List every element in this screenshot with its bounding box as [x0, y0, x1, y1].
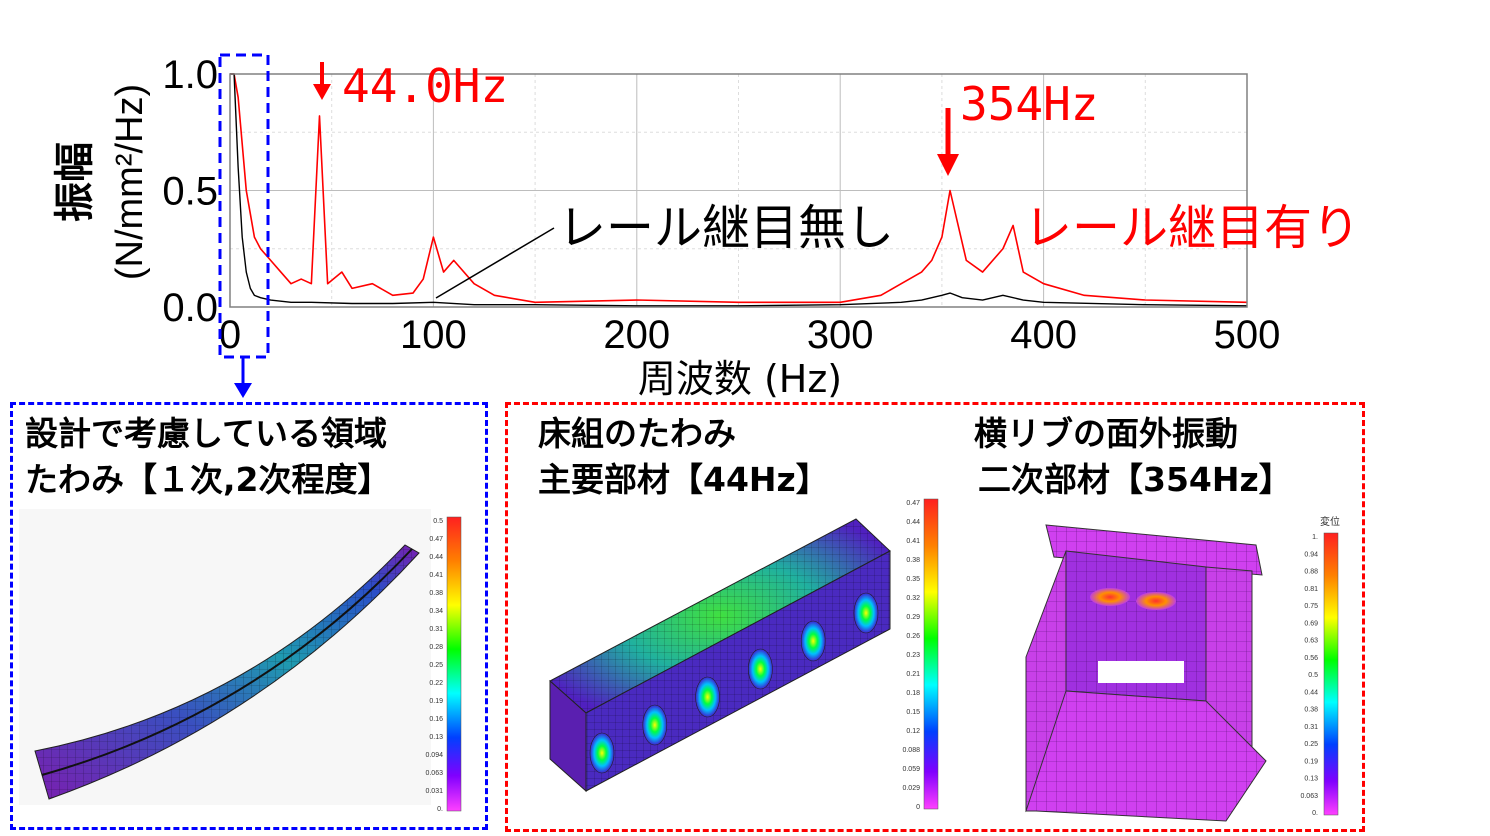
colorbar-tick-label: 0.34 [429, 608, 443, 615]
colorbar-tick-label: 0.5 [1308, 672, 1318, 679]
colorbar-tick-label: 0.031 [425, 788, 443, 795]
colorbar-tick-label: 0.25 [1304, 741, 1318, 748]
series-label-jointed: レール継目有り [1024, 200, 1360, 256]
panel-title-line1: 設計で考慮している領域 [25, 414, 388, 453]
x-tick-label: 400 [1010, 313, 1077, 357]
web-bulge [853, 592, 879, 634]
colorbar-tick-label: 0.32 [906, 595, 920, 602]
y-tick-label: 0.5 [162, 170, 218, 214]
annotation-354hz-label: 354Hz [960, 77, 1098, 131]
series-line-1 [230, 73, 1248, 307]
design-range-panel: 設計で考慮している領域 たわみ【１次,2次程度】 [10, 402, 488, 830]
colorbar-tick-label: 0.21 [906, 671, 920, 678]
web-bulge [642, 704, 668, 746]
colorbar-tick-label: 0.29 [906, 614, 920, 621]
girder-deflection-figure: 0.5 0.47 0.44 0.41 0.38 0.34 0.31 0.28 0.25 0.22 0… [19, 509, 462, 813]
colorbar-tick-label: 0. [437, 806, 443, 813]
spectrum-chart: 0 100 200 300 400 500 0.0 0.5 1.0 振幅 (N/mm²/Hz)… [52, 53, 1360, 400]
colorbar-tick-label: 0.38 [429, 590, 443, 597]
web-bulge [800, 620, 826, 662]
down-arrow-icon [313, 84, 331, 100]
down-arrow-icon [937, 154, 959, 176]
colorbar-tick-label: 0.12 [906, 728, 920, 735]
colorbar-tick-label: 0.13 [1304, 776, 1318, 783]
colorbar-tick-label: 0.31 [429, 626, 443, 633]
y-tick-label: 0.0 [162, 286, 218, 330]
web-bulge [748, 648, 773, 690]
colorbar-tick-label: 0.063 [425, 770, 443, 777]
x-tick-label: 100 [400, 313, 467, 357]
colorbar-tick-label: 0.94 [1304, 551, 1318, 558]
series-label-leader-line [435, 227, 555, 299]
down-arrow-icon [234, 383, 252, 398]
colorbar-tick-label: 0.094 [425, 752, 443, 759]
colorbar-tick-label: 0.38 [1304, 707, 1318, 714]
panel-title-middle-line2: 主要部材【44Hz】 [538, 460, 829, 499]
x-tick-labels: 0 100 200 300 400 500 [219, 313, 1281, 357]
colorbar-tick-label: 1. [1312, 534, 1318, 541]
panel-title-middle-line1: 床組のたわみ [538, 414, 736, 453]
colorbar-tick-label: 0.19 [429, 698, 443, 705]
x-tick-label: 200 [603, 313, 670, 357]
colorbar-tick-label: 0.41 [429, 572, 443, 579]
plot-frame [229, 73, 1248, 308]
colorbar-tick-label: 0.69 [1304, 620, 1318, 627]
x-tick-label: 0 [219, 313, 241, 357]
y-tick-labels: 0.0 0.5 1.0 [162, 53, 218, 330]
low-frequency-highlight-box [218, 53, 270, 359]
colorbar-tick-label: 0.13 [429, 734, 443, 741]
x-tick-label: 500 [1214, 313, 1281, 357]
colorbar-tick-label: 0.25 [429, 662, 443, 669]
y-axis-label-main: 振幅 [52, 142, 98, 222]
panel-title-line2: たわみ【１次,2次程度】 [25, 460, 391, 499]
colorbar-title: 変位 [1320, 515, 1340, 528]
floor-system-mode-figure: 0.47 0.44 0.41 0.38 0.35 0.32 0.29 0.26 0.23 0.21… [549, 498, 939, 811]
colorbar-tick-label: 0.75 [1304, 603, 1318, 610]
colorbar-tick-label: 0.029 [902, 785, 920, 792]
colorbar-tick-label: 0.47 [906, 500, 920, 507]
y-axis-label-unit: (N/mm²/Hz) [109, 84, 151, 280]
colorbar-tick-label: 0.15 [906, 709, 920, 716]
colorbar-tick-label: 0. [1312, 810, 1318, 817]
panel-title-right-line1: 横リブの面外振動 [974, 414, 1238, 453]
colorbar-tick-label: 0.063 [1300, 793, 1318, 800]
colorbar-tick-label: 0 [916, 804, 920, 811]
colorbar-tick-label: 0.18 [906, 690, 920, 697]
colorbar-tick-label: 0.47 [429, 536, 443, 543]
colorbar-tick-label: 0.088 [902, 747, 920, 754]
colorbar-tick-label: 0.35 [906, 576, 920, 583]
colorbar-tick-label: 0.81 [1304, 586, 1318, 593]
panel-title-right-line2: 二次部材【354Hz】 [978, 460, 1292, 499]
colorbar-tick-label: 0.88 [1304, 569, 1318, 576]
chart-series-layer [230, 73, 1248, 307]
web-bulge [695, 676, 720, 718]
colorbar-tick-label: 0.16 [429, 716, 443, 723]
x-tick-label: 300 [807, 313, 874, 357]
transverse-rib-mode-figure: 変位 1. 0.94 0.88 0.81 0.75 0.69 0.63 0.56 0.5 0.44… [1025, 515, 1340, 822]
colorbar-tick-label: 0.19 [1304, 758, 1318, 765]
x-axis-label: 周波数 (Hz) [638, 357, 842, 400]
colorbar-tick-label: 0.22 [429, 680, 443, 687]
colorbar-tick-label: 0.56 [1304, 655, 1318, 662]
colorbar-tick-label: 0.28 [429, 644, 443, 651]
series-label-jointless: レール継目無し [558, 200, 894, 256]
colorbar-tick-label: 0.44 [906, 519, 920, 526]
annotation-354hz: 354Hz [937, 77, 1098, 176]
colorbar-tick-label: 0.059 [902, 766, 920, 773]
colorbar-tick-label: 0.23 [906, 652, 920, 659]
annotation-44hz-label: 44.0Hz [342, 59, 508, 113]
web-bulge [589, 732, 615, 774]
colorbar-tick-label: 0.38 [906, 557, 920, 564]
colorbar-tick-label: 0.41 [906, 538, 920, 545]
annotation-44hz: 44.0Hz [313, 59, 508, 113]
colorbar-tick-label: 0.63 [1304, 638, 1318, 645]
series-line-0 [230, 73, 1248, 304]
colorbar-tick-label: 0.5 [433, 518, 443, 525]
colorbar-tick-label: 0.31 [1304, 724, 1318, 731]
y-tick-label: 1.0 [162, 53, 218, 97]
colorbar-tick-label: 0.44 [1304, 689, 1318, 696]
colorbar-tick-label: 0.44 [429, 554, 443, 561]
colorbar-tick-label: 0.26 [906, 633, 920, 640]
dynamic-range-panel: 床組のたわみ 主要部材【44Hz】 横リブの面外振動 二次部材【354Hz】 [505, 402, 1365, 832]
